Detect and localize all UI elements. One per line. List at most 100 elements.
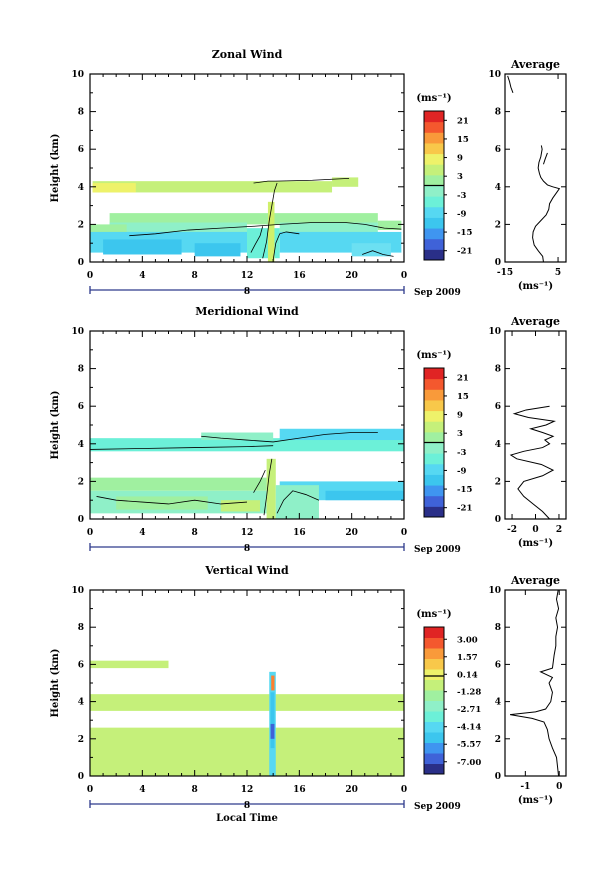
data-patch: [92, 181, 333, 193]
average-x-tick-label: 0: [556, 782, 562, 792]
y-tick-label: 8: [78, 108, 84, 118]
average-title: Average: [510, 315, 560, 328]
colorbar-segment: [424, 399, 444, 412]
average-frame: [504, 589, 567, 777]
y-axis-label: Height (km): [50, 391, 61, 460]
x-tick-label: 20: [345, 271, 358, 281]
data-patch: [279, 222, 378, 234]
zero-contour: [253, 469, 266, 493]
data-patch: [279, 428, 404, 441]
colorbar-tick-label: -3: [457, 448, 467, 458]
x-tick-label: 0: [87, 785, 93, 795]
average-x-tick-label: 5: [555, 268, 561, 278]
average-x-tick-label: 0: [532, 525, 538, 535]
y-tick-label: 4: [78, 698, 84, 708]
y-tick-label: 6: [78, 402, 84, 412]
date-label: Sep 2009: [414, 802, 461, 812]
average-y-tick-label: 2: [495, 220, 501, 230]
average-profile: [532, 145, 561, 263]
average-frame: [504, 73, 567, 263]
x-tick-label: 12: [241, 528, 254, 538]
colorbar-tick-label: -5.57: [457, 740, 481, 750]
colorbar-tick-label: 9: [457, 411, 463, 421]
colorbar-segment: [424, 495, 444, 507]
x-tick-label: 16: [293, 785, 306, 795]
average-y-tick-label: 10: [488, 70, 501, 80]
colorbar-tick-label: -3: [457, 191, 467, 201]
date-label: Sep 2009: [414, 545, 461, 555]
colorbar-unit: (ms⁻¹): [416, 350, 451, 361]
data-patch: [332, 177, 359, 187]
colorbar-segment: [424, 669, 444, 680]
colorbar-tick-label: -21: [457, 247, 472, 257]
colorbar-segment: [424, 196, 444, 208]
zero-contour: [253, 177, 350, 184]
zero-contour: [129, 222, 402, 237]
average-y-tick-label: 6: [495, 660, 501, 670]
colorbar-segment: [424, 368, 444, 380]
colorbar-tick-label: 3: [457, 172, 463, 182]
data-patch: [90, 477, 267, 491]
average-y-tick-label: 0: [495, 772, 501, 782]
colorbar-tick-label: -9: [457, 466, 467, 476]
colorbar-segment: [424, 637, 444, 649]
average-y-tick-label: 4: [495, 440, 501, 450]
x-tick-label: 8: [192, 785, 198, 795]
data-patch: [116, 496, 208, 510]
colorbar-tick-label: 3.00: [457, 635, 478, 645]
data-patch: [201, 432, 274, 441]
date-label: Sep 2009: [414, 288, 461, 298]
y-tick-label: 2: [78, 735, 84, 745]
colorbar-unit: (ms⁻¹): [416, 93, 451, 104]
average-y-tick-label: 8: [495, 623, 501, 633]
colorbar-tick-label: -15: [457, 228, 472, 238]
average-y-tick-label: 0: [495, 258, 501, 268]
average-title: Average: [510, 574, 560, 587]
average-profile: [507, 75, 514, 93]
x-axis-label: Local Time: [216, 813, 278, 824]
colorbar-segment: [424, 164, 444, 176]
colorbar-segment: [424, 378, 444, 390]
x-tick-label: 12: [241, 271, 254, 281]
colorbar-segment: [424, 711, 444, 722]
y-tick-label: 6: [78, 660, 84, 670]
colorbar-segment: [424, 238, 444, 250]
average-x-tick-label: -1: [520, 782, 530, 792]
x-tick-label: 12: [241, 785, 254, 795]
colorbar-segment: [424, 485, 444, 497]
colorbar-tick-label: 15: [457, 135, 469, 145]
data-patch: [270, 692, 275, 749]
x-tick-label: 20: [345, 785, 358, 795]
colorbar-tick-label: -21: [457, 504, 472, 514]
colorbar-unit: (ms⁻¹): [416, 609, 451, 620]
panel-title: Vertical Wind: [204, 564, 289, 577]
average-y-tick-label: 2: [495, 735, 501, 745]
zero-contour: [361, 250, 394, 257]
colorbar-tick-label: 21: [457, 373, 469, 383]
average-y-tick-label: 8: [495, 108, 501, 118]
colorbar-tick-label: 1.57: [457, 653, 478, 663]
y-axis-label: Height (km): [50, 134, 61, 203]
average-title: Average: [510, 58, 560, 71]
data-patch: [325, 490, 404, 501]
data-patch: [351, 243, 391, 257]
average-y-tick-label: 4: [495, 698, 501, 708]
zero-contour: [201, 432, 378, 443]
average-y-tick-label: 6: [495, 145, 501, 155]
colorbar-segment: [424, 732, 444, 743]
average-y-tick-label: 10: [488, 327, 501, 337]
colorbar-segment: [424, 721, 444, 733]
colorbar-tick-label: 3: [457, 429, 463, 439]
day-label: 8: [244, 544, 250, 554]
colorbar-segment: [424, 700, 444, 712]
y-tick-label: 10: [71, 70, 84, 80]
average-x-label: (ms⁻¹): [518, 281, 553, 292]
day-label: 8: [244, 287, 250, 297]
y-tick-label: 0: [78, 515, 84, 525]
colorbar-segment: [424, 453, 444, 465]
data-patch: [90, 694, 404, 711]
x-tick-label: 0: [87, 528, 93, 538]
